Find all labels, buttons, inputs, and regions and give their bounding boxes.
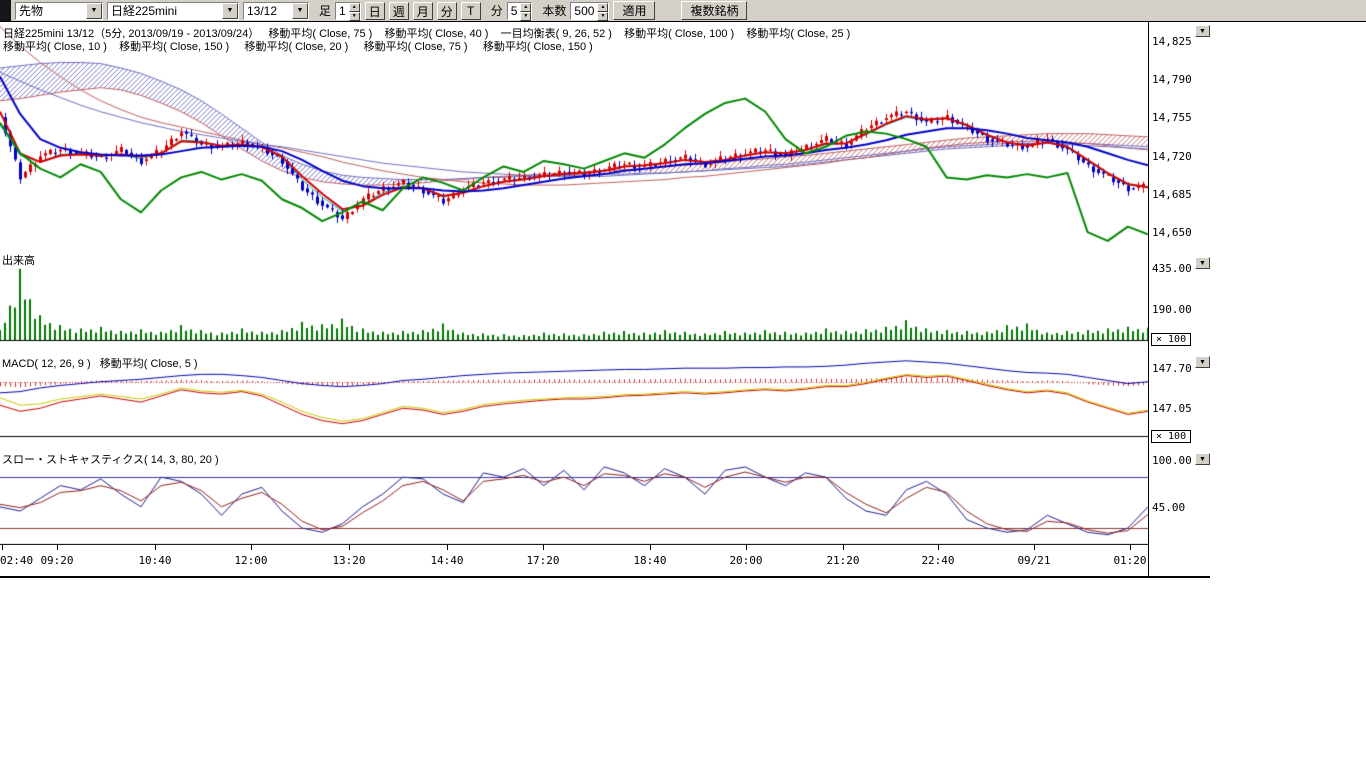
time-axis-tick bbox=[57, 545, 58, 550]
instrument-type-select[interactable]: 先物 ▼ bbox=[15, 1, 103, 20]
time-axis-tick bbox=[938, 545, 939, 550]
time-axis: 02:40 09:20 10:40 12:00 13:20 14:40 17:20 18:40… bbox=[0, 545, 1148, 578]
symbol-select[interactable]: 日経225mini ▼ bbox=[107, 1, 239, 20]
minute-spinner[interactable]: 5 ▲ ▼ bbox=[506, 1, 533, 21]
spin-down-icon[interactable]: ▼ bbox=[348, 11, 360, 21]
chart-header-line1: 日経225mini 13/12（5分, 2013/09/19 - 2013/09… bbox=[3, 28, 851, 40]
period-day-button[interactable]: 日 bbox=[364, 1, 385, 20]
time-axis-label: 22:40 bbox=[921, 554, 955, 567]
dropdown-arrow-icon[interactable]: ▼ bbox=[292, 2, 308, 19]
bar-total-spinner[interactable]: 500 ▲ ▼ bbox=[570, 1, 610, 21]
y-axis-label: 14,650 bbox=[1152, 226, 1192, 239]
y-axis-label: 14,720 bbox=[1152, 150, 1192, 163]
period-minute-button[interactable]: 分 bbox=[436, 1, 457, 20]
time-axis-label: 17:20 bbox=[526, 554, 560, 567]
period-month-button[interactable]: 月 bbox=[412, 1, 433, 20]
spin-up-icon[interactable]: ▲ bbox=[520, 2, 532, 12]
contract-month-value: 13/12 bbox=[247, 3, 278, 18]
time-axis-tick bbox=[543, 545, 544, 550]
bar-count-spinner[interactable]: 1 ▲ ▼ bbox=[335, 1, 361, 21]
macd-pane-label: MACD( 12, 26, 9 ) 移動平均( Close, 5 ) bbox=[2, 358, 198, 370]
time-axis-label: 14:40 bbox=[430, 554, 464, 567]
spin-up-icon[interactable]: ▲ bbox=[348, 2, 360, 12]
time-axis-label: 10:40 bbox=[138, 554, 172, 567]
dropdown-arrow-icon[interactable]: ▼ bbox=[86, 2, 102, 19]
instrument-type-value: 先物 bbox=[19, 4, 44, 18]
time-axis-label: 09:20 bbox=[40, 554, 74, 567]
spin-down-icon[interactable]: ▼ bbox=[597, 11, 609, 21]
contract-month-select[interactable]: 13/12 ▼ bbox=[243, 1, 309, 20]
time-axis-tick bbox=[1034, 545, 1035, 550]
pane-scale-down-button[interactable]: ▼ bbox=[1195, 257, 1210, 269]
y-axis-label: 45.00 bbox=[1152, 501, 1186, 514]
time-axis-tick bbox=[746, 545, 747, 550]
window-menu-button[interactable] bbox=[0, 0, 11, 21]
time-axis-tick bbox=[155, 545, 156, 550]
y-axis-label: 14,825 bbox=[1152, 35, 1192, 48]
scale-multiplier-badge: × 100 bbox=[1151, 430, 1192, 443]
time-axis-tick bbox=[2, 545, 3, 550]
time-axis-tick bbox=[650, 545, 651, 550]
scale-multiplier-badge: × 100 bbox=[1151, 333, 1192, 346]
stochastics-pane-label: スロー・ストキャスティクス( 14, 3, 80, 20 ) bbox=[2, 454, 219, 466]
bar-total-label: 本数 bbox=[542, 4, 567, 18]
minute-value: 5 bbox=[510, 3, 518, 18]
price-chart-canvas[interactable] bbox=[0, 22, 1148, 545]
y-axis-label: 14,685 bbox=[1152, 188, 1192, 201]
spin-up-icon[interactable]: ▲ bbox=[597, 2, 609, 12]
toolbar: 先物 ▼ 日経225mini ▼ 13/12 ▼ 足 1 ▲ ▼ 日 週 月 分 … bbox=[0, 0, 1366, 22]
time-axis-label: 21:20 bbox=[826, 554, 860, 567]
time-axis-tick bbox=[447, 545, 448, 550]
multi-symbol-button[interactable]: 複数銘柄 bbox=[681, 1, 748, 20]
bar-count-value: 1 bbox=[339, 3, 346, 18]
chart-bottom-border bbox=[0, 576, 1210, 578]
time-axis-label: 18:40 bbox=[633, 554, 667, 567]
chart-header-line2: 移動平均( Close, 10 ) 移動平均( Close, 150 ) 移動平… bbox=[3, 41, 593, 53]
time-axis-tick bbox=[251, 545, 252, 550]
time-axis-label: 02:40 bbox=[0, 554, 34, 567]
y-axis-label: 435.00 bbox=[1152, 262, 1192, 275]
time-axis-label: 09/21 bbox=[1017, 554, 1051, 567]
y-axis-label: 147.05 bbox=[1152, 402, 1192, 415]
chart-area: 日経225mini 13/12（5分, 2013/09/19 - 2013/09… bbox=[0, 22, 1148, 578]
y-axis-label: 100.00 bbox=[1152, 454, 1192, 467]
time-axis-tick bbox=[1130, 545, 1131, 550]
time-axis-label: 12:00 bbox=[234, 554, 268, 567]
time-axis-label: 13:20 bbox=[332, 554, 366, 567]
bar-type-label: 足 bbox=[319, 4, 332, 18]
dropdown-arrow-icon[interactable]: ▼ bbox=[222, 2, 238, 19]
time-axis-tick bbox=[843, 545, 844, 550]
time-axis-label: 01:20 bbox=[1113, 554, 1147, 567]
y-axis-label: 14,755 bbox=[1152, 111, 1192, 124]
pane-scale-down-button[interactable]: ▼ bbox=[1195, 453, 1210, 465]
period-week-button[interactable]: 週 bbox=[388, 1, 409, 20]
volume-pane-label: 出来高 bbox=[2, 255, 35, 267]
y-axis-label: 147.70 bbox=[1152, 362, 1192, 375]
spin-down-icon[interactable]: ▼ bbox=[520, 11, 532, 21]
apply-button[interactable]: 適用 bbox=[613, 1, 656, 20]
y-axis-label: 190.00 bbox=[1152, 303, 1192, 316]
pane-scale-down-button[interactable]: ▼ bbox=[1195, 356, 1210, 368]
time-axis-label: 20:00 bbox=[729, 554, 763, 567]
time-axis-tick bbox=[349, 545, 350, 550]
period-tick-button[interactable]: T bbox=[460, 1, 481, 20]
y-axis-label: 14,790 bbox=[1152, 73, 1192, 86]
y-axis-column: 14,825 14,790 14,755 14,720 14,685 14,650 435.… bbox=[1148, 22, 1210, 578]
symbol-value: 日経225mini bbox=[111, 4, 178, 18]
minute-label: 分 bbox=[490, 4, 503, 18]
bar-total-value: 500 bbox=[574, 3, 595, 18]
pane-scale-down-button[interactable]: ▼ bbox=[1195, 25, 1210, 37]
